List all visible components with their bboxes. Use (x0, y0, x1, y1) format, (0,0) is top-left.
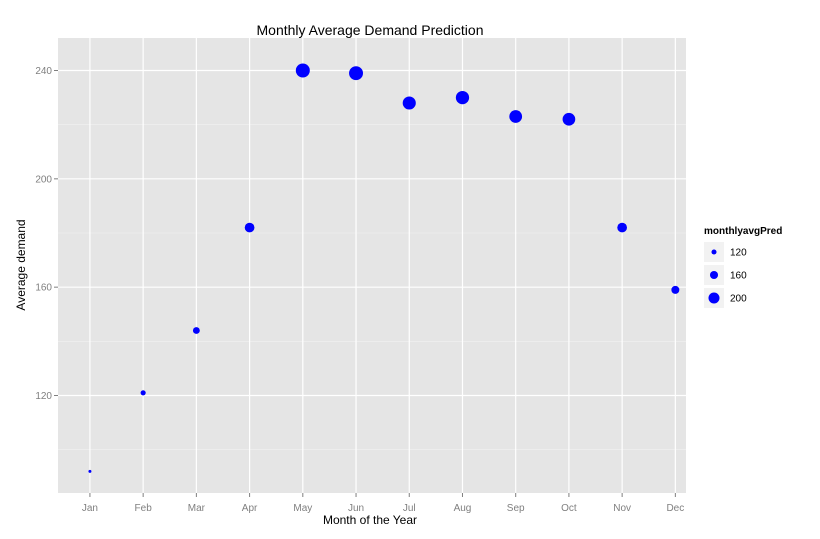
data-point-feb (140, 390, 146, 396)
data-point-jul (402, 96, 416, 110)
legend: monthlyavgPred 120 160 200 (704, 226, 782, 308)
x-tick-label: Oct (561, 503, 577, 514)
x-tick-label: Feb (135, 503, 153, 514)
legend-label: 200 (730, 294, 747, 305)
data-point-oct (562, 112, 576, 126)
data-points (88, 63, 680, 473)
data-point-dec (671, 285, 680, 294)
data-point-apr (244, 222, 255, 233)
x-tick-labels: Jan Feb Mar Apr May Jun Jul Aug Sep Oct Nov Dec (82, 493, 684, 514)
data-point-aug (455, 90, 470, 105)
x-axis-title: Month of the Year (323, 513, 417, 527)
grid-lines (58, 38, 686, 493)
legend-symbol (708, 292, 720, 304)
data-point-jun (349, 66, 363, 81)
x-tick-label: Sep (507, 503, 525, 514)
data-point-nov (617, 222, 627, 233)
legend-symbol (711, 249, 717, 255)
chart-title: Monthly Average Demand Prediction (257, 22, 484, 38)
x-tick-label: Dec (666, 503, 684, 514)
y-axis-title: Average demand (14, 219, 28, 310)
data-point-jan (88, 469, 92, 473)
legend-label: 120 (730, 248, 747, 259)
y-tick-label: 160 (35, 283, 52, 294)
x-tick-label: Apr (242, 503, 258, 514)
x-tick-label: May (293, 503, 312, 514)
x-tick-label: Jul (403, 503, 416, 514)
x-tick-label: Nov (613, 503, 631, 514)
legend-symbol (709, 270, 719, 280)
y-tick-labels: 120 160 200 240 (35, 66, 58, 402)
y-tick-label: 120 (35, 391, 52, 402)
y-tick-label: 240 (35, 66, 52, 77)
legend-label: 160 (730, 271, 747, 282)
data-point-sep (509, 110, 523, 123)
legend-title: monthlyavgPred (704, 226, 782, 237)
x-tick-label: Mar (188, 503, 206, 514)
x-tick-label: Jan (82, 503, 98, 514)
x-tick-label: Aug (454, 503, 472, 514)
plot-panel (58, 38, 686, 493)
y-tick-label: 200 (35, 174, 52, 185)
legend-entries: 120 160 200 (704, 242, 747, 308)
x-tick-label: Jun (348, 503, 364, 514)
data-point-mar (192, 327, 200, 334)
data-point-may (295, 63, 310, 78)
